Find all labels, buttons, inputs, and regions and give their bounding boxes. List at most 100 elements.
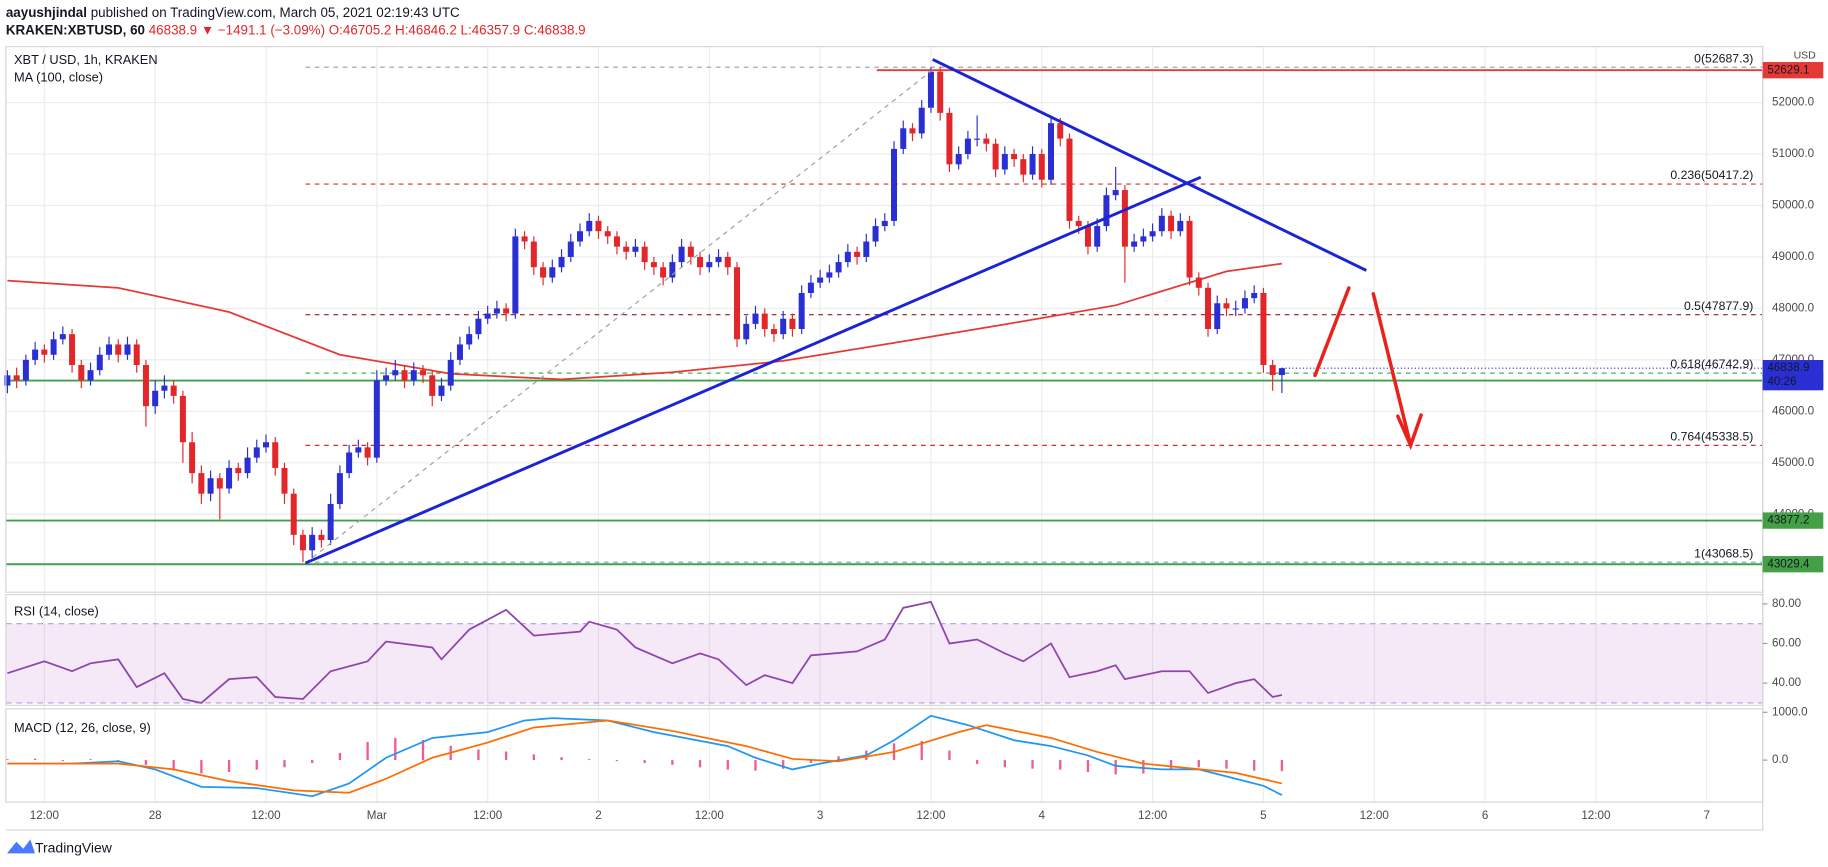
macd-histogram-bar xyxy=(1086,760,1090,773)
candle-body xyxy=(1186,220,1193,278)
brand-name: TradingView xyxy=(35,839,113,855)
macd-histogram-bar xyxy=(311,760,314,763)
macd-histogram-bar xyxy=(698,760,702,768)
price-badge xyxy=(1762,62,1824,79)
macd-histogram-bar xyxy=(1253,760,1256,771)
candle-body xyxy=(687,246,694,257)
macd-histogram-bar xyxy=(643,760,646,763)
candle-body xyxy=(1149,231,1156,237)
candle-body xyxy=(179,395,186,443)
candle-body xyxy=(844,251,851,263)
candle-body xyxy=(706,262,713,268)
candle-body xyxy=(1214,303,1221,329)
candle-body xyxy=(170,385,177,396)
candle-body xyxy=(41,349,48,355)
macd-histogram-bar xyxy=(975,760,979,764)
candle-body xyxy=(392,370,399,376)
candle-body xyxy=(318,534,325,540)
candle-body xyxy=(983,138,990,144)
fib-label: 0(52687.3) xyxy=(1694,51,1753,65)
candle-body xyxy=(383,375,390,381)
candle-body xyxy=(697,256,704,268)
rsi-tick-label: 40.00 xyxy=(1772,676,1802,689)
candle-body xyxy=(1001,154,1008,170)
candle-body xyxy=(87,370,94,381)
macd-histogram-bar xyxy=(532,754,536,761)
candle-body xyxy=(789,318,796,329)
candle-body xyxy=(1241,298,1248,309)
price-badge xyxy=(1762,512,1824,529)
candle-body xyxy=(715,256,722,263)
candle-body xyxy=(401,370,408,381)
macd-histogram-bar xyxy=(227,760,231,773)
candle-body xyxy=(309,534,316,551)
candle-body xyxy=(872,226,879,242)
drawings xyxy=(304,58,1423,565)
macd-histogram-bar xyxy=(477,749,480,761)
candle-body xyxy=(1158,215,1165,232)
macd-histogram-bar xyxy=(6,759,9,761)
candle-body xyxy=(1112,190,1119,196)
candle-body xyxy=(1020,159,1027,175)
resistance-trend-line xyxy=(932,58,1367,272)
candle-body xyxy=(503,308,510,314)
candle-body xyxy=(521,236,528,242)
candle-body xyxy=(189,442,196,474)
candle-body xyxy=(577,231,584,242)
candle-body xyxy=(558,256,565,268)
macd-histogram-bar xyxy=(809,760,813,763)
candle-body xyxy=(438,385,445,396)
candle-body xyxy=(826,272,833,278)
arrow-down xyxy=(1371,292,1413,448)
macd-tick-label: 1000.0 xyxy=(1772,705,1808,718)
candle-body xyxy=(937,71,944,113)
candle-body xyxy=(1177,220,1184,232)
candle-body xyxy=(253,447,260,458)
candle-body xyxy=(807,282,814,293)
rsi-legend: RSI (14, close) xyxy=(14,603,99,618)
x-tick-label: 4 xyxy=(1039,809,1046,822)
candle-body xyxy=(1251,292,1258,299)
candle-body xyxy=(604,231,611,237)
candle-body xyxy=(1168,215,1175,232)
macd-histogram-bar xyxy=(671,760,674,765)
x-tick-label: 12:00 xyxy=(30,809,60,822)
ma-legend: MA (100, close) xyxy=(14,69,103,84)
symbol: KRAKEN:XBTUSD, 60 xyxy=(6,22,145,37)
candle-body xyxy=(1131,241,1138,247)
chart-title: XBT / USD, 1h, KRAKEN xyxy=(14,52,158,67)
macd-histogram-bar xyxy=(283,760,286,768)
candle-body xyxy=(4,375,11,386)
publish-info: published on TradingView.com, March 05, … xyxy=(91,4,460,19)
y-tick-label: 48000.0 xyxy=(1772,301,1815,314)
macd-histogram-bar xyxy=(172,760,175,771)
macd-histogram-bar xyxy=(338,752,342,761)
candle-body xyxy=(22,359,29,381)
candle-body xyxy=(1278,368,1285,376)
rsi-tick-label: 60.00 xyxy=(1772,637,1802,650)
y-tick-label: 45000.0 xyxy=(1772,456,1815,469)
x-tick-label: 28 xyxy=(149,809,162,822)
rsi-line xyxy=(7,600,1283,704)
candle-body xyxy=(900,128,907,149)
macd-histogram-bar xyxy=(394,738,397,761)
candle-body xyxy=(770,328,777,335)
macd-histogram-bar xyxy=(1114,760,1117,775)
candle-body xyxy=(974,138,981,140)
x-tick-label: 12:00 xyxy=(1581,809,1611,822)
candle-body xyxy=(290,493,297,535)
candle-body xyxy=(59,334,66,340)
candle-body xyxy=(1195,277,1202,288)
macd-histogram-bar xyxy=(144,760,148,765)
symbol-line: KRAKEN:XBTUSD, 60 46838.9 ▼ −1491.1 (−3.… xyxy=(6,22,586,37)
candle-body xyxy=(650,262,657,268)
candle-body xyxy=(299,534,306,551)
panes xyxy=(5,46,1764,831)
candle-body xyxy=(1094,226,1101,247)
candle-body xyxy=(567,241,574,257)
candle-body xyxy=(964,138,971,155)
macd-histogram-bar xyxy=(726,760,729,770)
price-badge-label: 43029.4 xyxy=(1767,557,1810,570)
